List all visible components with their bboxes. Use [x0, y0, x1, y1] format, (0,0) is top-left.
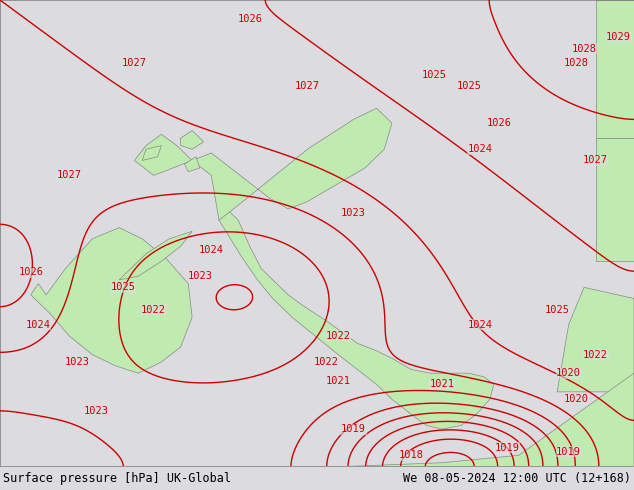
Text: 1026: 1026: [487, 118, 512, 128]
Text: We 08-05-2024 12:00 UTC (12+168): We 08-05-2024 12:00 UTC (12+168): [403, 472, 631, 485]
Polygon shape: [142, 146, 162, 160]
Text: Surface pressure [hPa] UK-Global: Surface pressure [hPa] UK-Global: [3, 472, 231, 485]
Text: 1027: 1027: [122, 58, 147, 69]
Text: 1023: 1023: [84, 406, 108, 416]
Text: 1022: 1022: [326, 331, 351, 341]
Text: 1023: 1023: [341, 208, 366, 218]
Text: 1025: 1025: [456, 81, 481, 91]
Text: 1020: 1020: [564, 394, 589, 404]
Text: 1025: 1025: [422, 70, 447, 80]
Text: 1024: 1024: [199, 245, 224, 255]
Text: 1026: 1026: [237, 14, 262, 24]
Polygon shape: [181, 131, 204, 149]
Text: 1022: 1022: [141, 305, 166, 315]
Polygon shape: [557, 287, 634, 392]
Text: 1025: 1025: [110, 282, 136, 293]
Polygon shape: [184, 157, 200, 172]
Polygon shape: [595, 138, 634, 261]
Text: 1026: 1026: [18, 268, 43, 277]
Text: 1025: 1025: [545, 305, 570, 315]
Text: 1022: 1022: [314, 357, 339, 367]
Text: 1021: 1021: [326, 376, 351, 386]
Text: 1019: 1019: [556, 446, 581, 457]
Text: 1027: 1027: [56, 171, 82, 180]
Text: 1028: 1028: [571, 44, 597, 53]
Polygon shape: [119, 231, 192, 280]
Text: 1020: 1020: [556, 368, 581, 378]
Text: 1023: 1023: [64, 357, 89, 367]
Text: 1024: 1024: [26, 319, 51, 330]
Text: 1023: 1023: [187, 271, 212, 281]
Text: 1028: 1028: [564, 58, 589, 69]
Text: 1029: 1029: [606, 32, 631, 42]
Text: 1019: 1019: [341, 424, 366, 434]
Text: 1027: 1027: [295, 81, 320, 91]
Text: 1027: 1027: [583, 155, 608, 166]
Polygon shape: [346, 373, 634, 466]
Text: 1021: 1021: [429, 379, 455, 390]
Text: 1019: 1019: [495, 443, 520, 453]
Text: 1018: 1018: [399, 450, 424, 460]
Polygon shape: [219, 209, 494, 429]
Text: 1024: 1024: [468, 144, 493, 154]
Text: 1022: 1022: [583, 349, 608, 360]
Polygon shape: [595, 0, 634, 138]
Text: 1024: 1024: [468, 319, 493, 330]
Polygon shape: [30, 228, 192, 373]
Polygon shape: [134, 108, 392, 220]
